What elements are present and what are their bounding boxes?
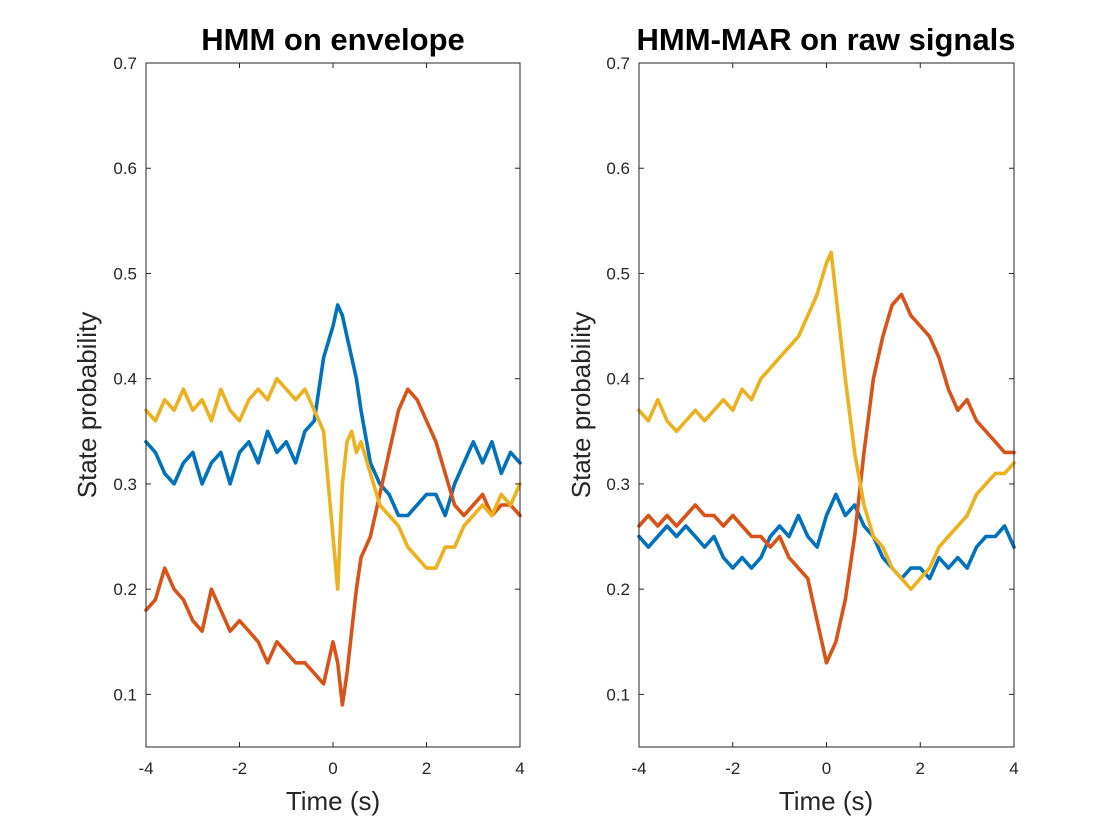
y-tick-label: 0.7 <box>606 54 630 73</box>
x-tick-label: -2 <box>725 759 740 778</box>
series-line-1 <box>637 492 1016 581</box>
panel-left: -4 -2 0 2 4 0.1 0.2 0.3 0.4 0.5 0.6 0.7 HMM on enve… <box>72 22 525 816</box>
y-tick-label: 0.2 <box>113 580 137 599</box>
x-axis-label: Time (s) <box>286 786 380 816</box>
x-tick-label: 0 <box>822 759 831 778</box>
panel-right: -4 -2 0 2 4 0.1 0.2 0.3 0.4 0.5 0.6 0.7 HMM-MAR on … <box>566 22 1019 816</box>
x-tick-label: 0 <box>328 759 337 778</box>
x-tick-label: -4 <box>631 759 646 778</box>
y-tick-label: 0.1 <box>606 685 630 704</box>
series-line-2 <box>637 292 1016 665</box>
y-tick-label: 0.4 <box>113 370 137 389</box>
y-tick-label: 0.4 <box>606 370 630 389</box>
y-tick-label: 0.3 <box>606 475 630 494</box>
x-tick-label: 4 <box>515 759 524 778</box>
x-axis-label: Time (s) <box>779 786 873 816</box>
y-axis-label: State probability <box>72 312 102 498</box>
y-tick-label: 0.1 <box>113 685 137 704</box>
chart-title: HMM on envelope <box>201 22 465 57</box>
series-line-2 <box>144 387 522 707</box>
y-tick-label: 0.2 <box>606 580 630 599</box>
y-tick-label: 0.7 <box>113 54 137 73</box>
x-tick-label: 2 <box>916 759 925 778</box>
y-tick-label: 0.3 <box>113 475 137 494</box>
axes-box <box>638 62 1015 748</box>
x-tick-label: -2 <box>232 759 247 778</box>
series-line-3 <box>637 250 1016 592</box>
x-tick-label: 2 <box>422 759 431 778</box>
y-tick-label: 0.6 <box>113 159 137 178</box>
y-axis-label: State probability <box>566 312 596 498</box>
y-tick-label: 0.5 <box>113 264 137 283</box>
chart-title: HMM-MAR on raw signals <box>637 22 1016 57</box>
series-line-1 <box>144 303 522 518</box>
x-tick-label: -4 <box>138 759 153 778</box>
y-tick-label: 0.6 <box>606 159 630 178</box>
x-tick-label: 4 <box>1009 759 1018 778</box>
series-line-3 <box>144 376 522 592</box>
y-tick-label: 0.5 <box>606 264 630 283</box>
